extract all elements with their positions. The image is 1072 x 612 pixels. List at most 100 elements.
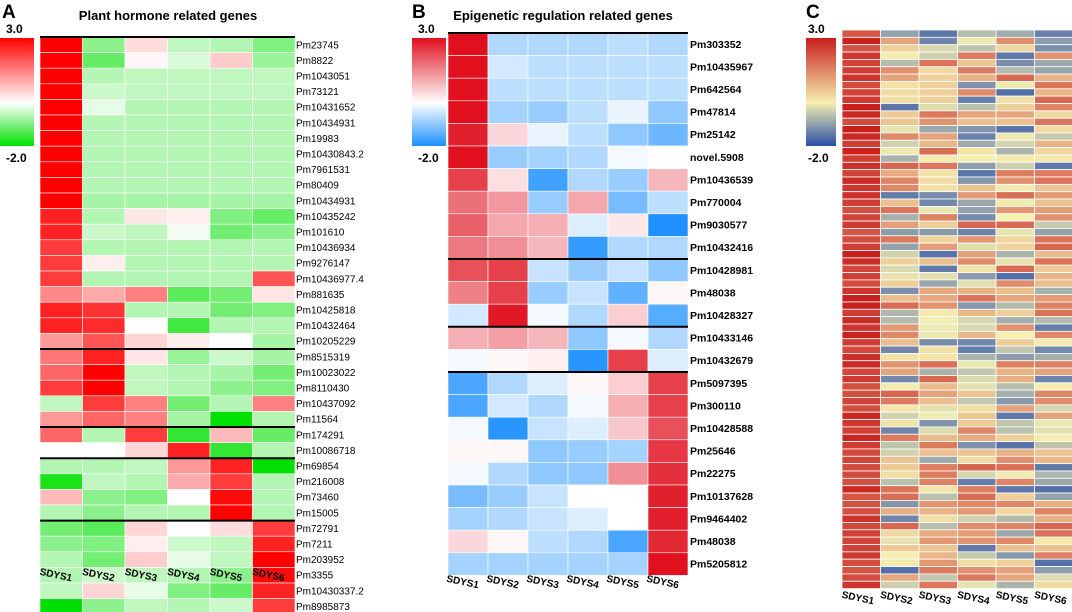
heatmap-cell — [1034, 59, 1072, 68]
heatmap-cell — [918, 551, 958, 560]
heatmap-cell — [918, 66, 958, 75]
heatmap-cell — [918, 59, 958, 68]
heatmap-cell — [39, 333, 83, 350]
heatmap-cell — [841, 88, 881, 97]
heatmap-cell — [880, 59, 920, 68]
row-label: Pm9464402 — [690, 513, 747, 525]
row-label: Pm23745 — [296, 40, 339, 51]
heatmap-cell — [957, 404, 997, 413]
heatmap-cell — [252, 208, 296, 225]
heatmap-cell — [995, 397, 1035, 406]
heatmap-cell — [567, 394, 609, 418]
heatmap-cell — [880, 308, 920, 318]
heatmap-cell — [1034, 242, 1072, 251]
heatmap-cell — [918, 250, 958, 259]
heatmap-cell — [918, 345, 958, 354]
heatmap-cell — [124, 114, 168, 131]
heatmap-cell — [124, 255, 168, 272]
heatmap-cell — [39, 411, 83, 428]
heatmap-cell — [880, 492, 920, 501]
heatmap-cell — [487, 552, 529, 576]
heatmap-cell — [995, 228, 1035, 237]
heatmap-cell — [995, 95, 1035, 104]
heatmap-cell — [82, 192, 126, 209]
heatmap-cell — [957, 544, 997, 553]
row-labels-b: Pm303352 Pm10435967 Pm642564 Pm47814 Pm25142… — [690, 39, 753, 571]
heatmap-cell — [39, 83, 83, 100]
heatmap-cell — [209, 333, 253, 350]
row-label: Pm1043051 — [296, 72, 350, 83]
heatmap-cell — [607, 281, 649, 305]
heatmap-cell — [209, 301, 253, 319]
heatmap-cell — [841, 316, 881, 325]
heatmap-cell — [252, 99, 296, 116]
column-label: SDYS5 — [605, 574, 640, 592]
heatmap-cell — [124, 364, 168, 381]
heatmap-cell — [1034, 566, 1072, 575]
heatmap-cell — [841, 59, 881, 68]
heatmap-cell — [957, 330, 997, 340]
heatmap-cell — [209, 582, 253, 599]
heatmap-cell — [841, 573, 881, 582]
heatmap-cell — [918, 580, 958, 589]
heatmap-cell — [841, 551, 881, 560]
heatmap-cell — [567, 552, 609, 576]
group-dividers-a — [40, 36, 295, 522]
heatmap-cell — [527, 552, 569, 576]
column-label: SDYS6 — [645, 574, 680, 592]
heatmap-cell — [957, 191, 997, 200]
heatmap-cell — [124, 36, 168, 53]
heatmap-cell — [957, 103, 997, 112]
heatmap-cell — [995, 257, 1035, 266]
heatmap-cell — [39, 114, 83, 131]
heatmap-cell — [880, 455, 920, 465]
heatmap-cell — [209, 145, 253, 163]
row-label: Pm11564 — [296, 415, 339, 426]
heatmap-cell — [918, 103, 958, 112]
heatmap-cell — [995, 205, 1035, 215]
heatmap-cell — [1034, 485, 1072, 494]
heatmap-cell — [124, 286, 168, 303]
heatmap-cell — [39, 551, 83, 568]
heatmap-cell — [82, 83, 126, 100]
heatmap-cell — [167, 270, 211, 287]
heatmap-cell — [487, 55, 529, 79]
heatmap-cell — [487, 439, 529, 463]
heatmap-cell — [124, 457, 168, 475]
heatmap-cell — [880, 198, 920, 207]
heatmap-cell — [957, 228, 997, 237]
heatmap-cell — [995, 360, 1035, 369]
heatmap-cell — [841, 29, 881, 38]
heatmap-cell — [957, 411, 997, 420]
row-label: Pm22275 — [690, 468, 736, 480]
heatmap-cell — [918, 433, 958, 442]
panel-b-title: Epigenetic regulation related genes — [453, 8, 673, 23]
row-label: Pm9276147 — [296, 259, 350, 270]
panel-letter-c: C — [806, 2, 820, 23]
heatmap-cell — [841, 103, 881, 112]
heatmap-cell — [167, 473, 211, 490]
heatmap-cell — [995, 536, 1035, 545]
row-label: Pm881635 — [296, 290, 345, 301]
heatmap-cell — [567, 100, 609, 124]
heatmap-cell — [957, 250, 997, 259]
row-label: Pm770004 — [690, 197, 742, 209]
heatmap-cell — [918, 301, 958, 310]
heatmap-cell — [487, 462, 529, 486]
group-dividers-b — [448, 32, 688, 373]
heatmap-cell — [841, 257, 881, 266]
heatmap-cell — [1034, 375, 1072, 384]
column-label: SDYS6 — [1033, 590, 1068, 608]
row-label: Pm10431652 — [296, 103, 356, 114]
heatmap-cell — [841, 139, 881, 148]
heatmap-cell — [647, 416, 689, 441]
heatmap-cell — [167, 364, 211, 381]
heatmap-cell — [1034, 294, 1072, 303]
heatmap-cell — [167, 317, 211, 334]
heatmap-cell — [447, 32, 489, 56]
heatmap-cell — [880, 536, 920, 545]
heatmap-cell — [957, 529, 997, 538]
heatmap-cell — [880, 529, 920, 538]
heatmap-cell — [957, 485, 997, 494]
heatmap-cell — [957, 448, 997, 457]
